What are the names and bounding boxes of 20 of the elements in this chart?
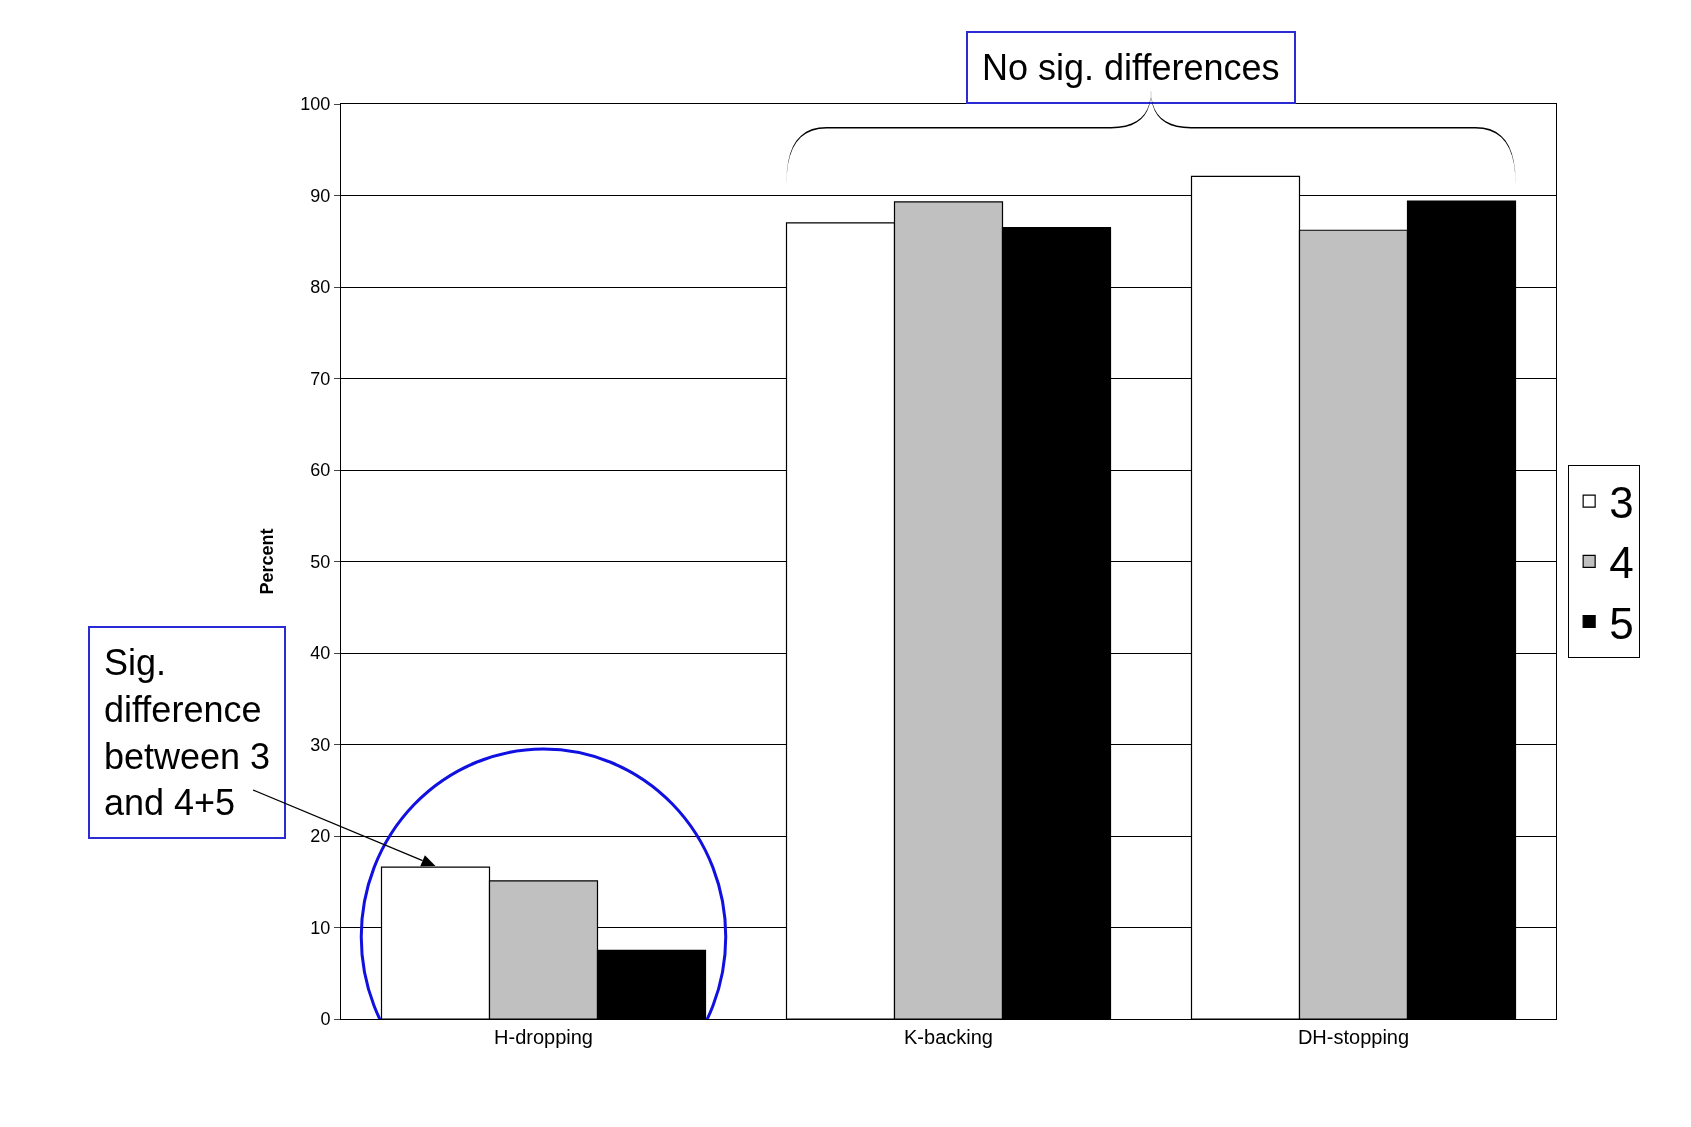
x-tick-label: K-backing [904, 1026, 993, 1048]
y-tick-label: 90 [310, 185, 331, 206]
legend-label: 4 [1609, 538, 1634, 588]
y-tick-label: 60 [310, 460, 331, 481]
y-tick-label: 0 [320, 1009, 331, 1030]
y-tick-label: 40 [310, 643, 331, 664]
y-tick-label: 50 [310, 551, 331, 572]
y-tick-label: 100 [300, 94, 331, 115]
y-tick-label: 10 [310, 917, 331, 938]
x-tick-label: H-dropping [494, 1026, 593, 1048]
legend-label: 5 [1609, 598, 1634, 648]
legend-label: 3 [1609, 478, 1634, 528]
y-tick-label: 20 [310, 826, 331, 847]
y-tick-label: 30 [310, 734, 331, 755]
text: No sig. differences [982, 47, 1280, 88]
text: Sig. difference between 3 and 4+5 [104, 642, 271, 824]
y-tick-label: 80 [310, 277, 331, 298]
y-axis-title: Percent [256, 528, 277, 595]
y-tick-label: 70 [310, 368, 331, 389]
x-tick-label: DH-stopping [1297, 1026, 1410, 1048]
